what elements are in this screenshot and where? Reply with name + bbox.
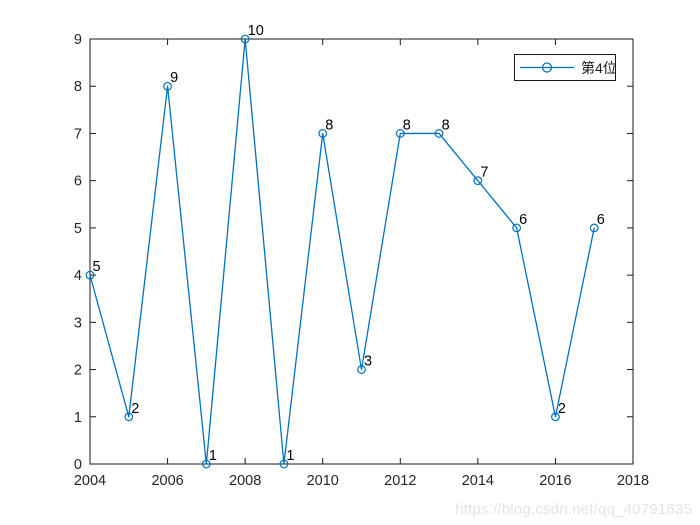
data-point-marker <box>551 412 560 422</box>
legend: 第4位 <box>514 54 617 81</box>
legend-line-marker-icon <box>520 62 574 73</box>
y-tick-label: 0 <box>74 457 82 473</box>
data-point-marker <box>124 412 134 422</box>
data-point-label: 1 <box>209 448 217 464</box>
y-tick-label: 5 <box>74 221 82 237</box>
x-tick-label: 2012 <box>384 473 416 489</box>
data-point-label: 10 <box>248 23 264 39</box>
data-point-label: 2 <box>558 401 566 417</box>
x-tick-label: 2014 <box>462 473 494 489</box>
legend-circle-marker-icon <box>541 62 553 73</box>
y-tick-label: 9 <box>74 32 82 48</box>
data-point-label: 6 <box>597 212 605 228</box>
data-point-marker <box>201 459 211 469</box>
x-tick-label: 2016 <box>539 473 571 489</box>
x-tick-label: 2004 <box>74 473 106 489</box>
data-point-marker <box>85 270 95 280</box>
data-point-label: 8 <box>442 117 450 133</box>
series-line <box>89 38 595 465</box>
data-point-label: 2 <box>131 401 139 417</box>
data-point-marker <box>163 81 172 91</box>
legend-label: 第4位 <box>581 59 617 76</box>
y-tick-label: 1 <box>74 410 82 426</box>
x-tick-label: 2018 <box>617 473 649 489</box>
data-point-marker <box>434 129 444 138</box>
y-tick-label: 8 <box>74 79 82 95</box>
y-tick-label: 3 <box>74 315 82 331</box>
data-point-marker <box>512 223 522 233</box>
y-tick-label: 4 <box>74 268 82 284</box>
y-tick-label: 7 <box>74 126 82 142</box>
data-point-label: 9 <box>170 70 178 86</box>
data-point-marker <box>279 459 289 469</box>
data-point-label: 7 <box>480 165 488 181</box>
x-tick-label: 2010 <box>307 473 339 489</box>
y-tick-label: 6 <box>74 174 82 190</box>
data-point-marker <box>589 223 599 233</box>
x-tick-label: 2008 <box>229 473 261 489</box>
data-point-label: 8 <box>325 117 333 133</box>
data-point-label: 1 <box>286 448 294 464</box>
x-tick-label: 2006 <box>151 473 183 489</box>
watermark-text: https://blog.csdn.net/qq_40791635 <box>455 501 692 518</box>
data-point-label: 8 <box>403 117 411 133</box>
data-point-label: 6 <box>519 212 527 228</box>
data-point-label: 5 <box>93 259 101 275</box>
data-point-marker <box>473 176 483 186</box>
y-tick-label: 2 <box>74 363 82 379</box>
data-point-marker <box>357 365 366 374</box>
data-point-label: 3 <box>364 354 372 370</box>
plot-box <box>89 38 634 465</box>
data-point-marker <box>395 129 405 138</box>
data-point-marker <box>318 129 328 138</box>
data-point-marker <box>240 34 250 44</box>
